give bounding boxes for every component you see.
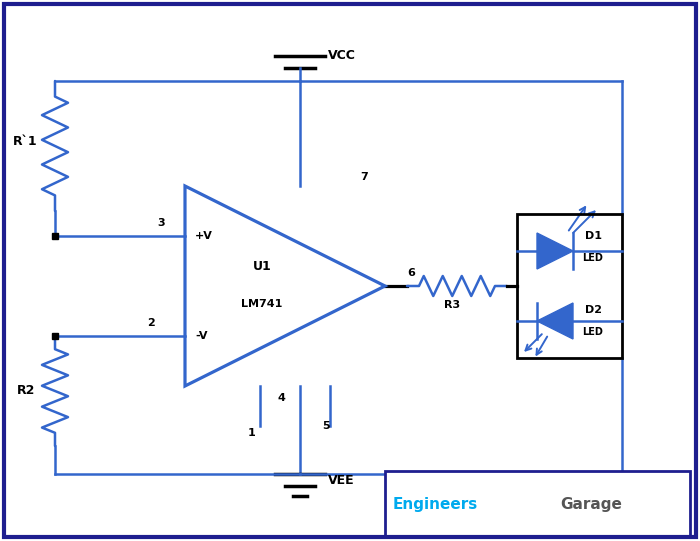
Polygon shape — [537, 303, 573, 339]
Text: R2: R2 — [17, 385, 36, 398]
Bar — [385, 471, 690, 536]
Text: +V: +V — [195, 231, 213, 241]
Text: 2: 2 — [147, 318, 155, 328]
Text: VCC: VCC — [328, 49, 356, 62]
Text: 7: 7 — [360, 172, 368, 182]
Text: 1: 1 — [248, 428, 256, 438]
Text: LED: LED — [582, 327, 603, 337]
Text: Engineers: Engineers — [393, 497, 478, 511]
Text: U1: U1 — [253, 260, 272, 273]
Text: VEE: VEE — [328, 473, 355, 486]
Text: D2: D2 — [585, 305, 602, 315]
Text: LM741: LM741 — [241, 299, 283, 309]
Bar — [517, 214, 622, 358]
Text: 3: 3 — [157, 218, 164, 228]
Text: 5: 5 — [322, 421, 330, 431]
Text: D1: D1 — [585, 231, 602, 241]
Polygon shape — [537, 233, 573, 269]
Text: R3: R3 — [444, 300, 460, 310]
Text: LED: LED — [582, 253, 603, 263]
Text: 4: 4 — [278, 393, 286, 403]
Text: 6: 6 — [407, 268, 415, 278]
Text: R`1: R`1 — [13, 135, 38, 148]
Text: Garage: Garage — [560, 497, 622, 511]
Text: -V: -V — [195, 331, 207, 341]
